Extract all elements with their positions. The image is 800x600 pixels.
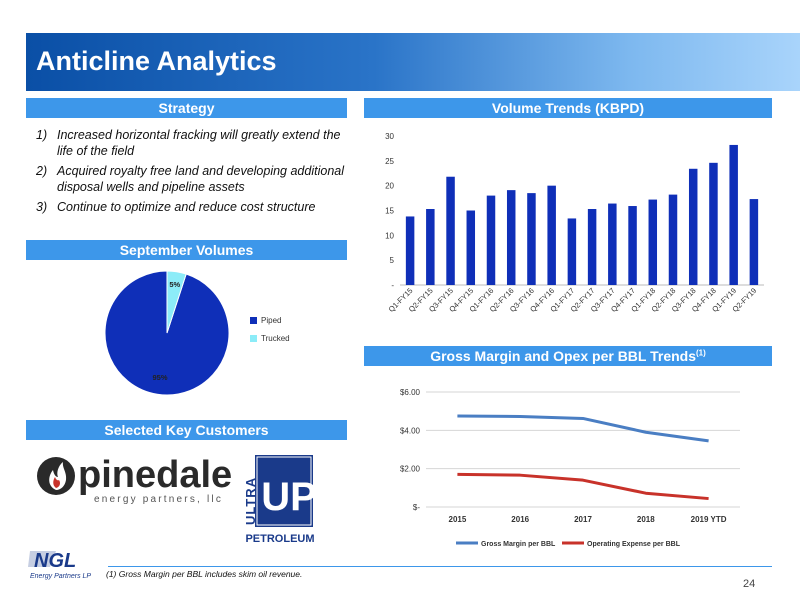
ultra-petroleum-text: PETROLEUM xyxy=(245,533,314,545)
legend-label: Gross Margin per BBL xyxy=(481,541,556,548)
y-tick-label: 15 xyxy=(385,207,394,216)
pie-data-label: 5% xyxy=(169,280,180,289)
page-title: Anticline Analytics xyxy=(36,46,277,76)
bar xyxy=(506,190,516,285)
ngl-tagline: Energy Partners LP xyxy=(30,573,91,580)
y-tick-label: - xyxy=(391,281,394,290)
ngl-mark: NGL xyxy=(34,550,76,572)
pinedale-tagline: energy partners, llc xyxy=(94,494,223,505)
x-tick-label: 2016 xyxy=(511,515,529,524)
bar xyxy=(567,218,577,285)
pinedale-wordmark: pinedale xyxy=(78,454,232,496)
strategy-item: 1) Increased horizontal fracking will gre… xyxy=(36,127,351,159)
strategy-item-number: 3) xyxy=(36,200,48,214)
y-tick-label: $- xyxy=(413,503,420,512)
strategy-header: Strategy xyxy=(26,98,347,118)
bar xyxy=(587,209,597,285)
strategy-item-text: Increased horizontal fracking will great… xyxy=(57,128,341,158)
page-number: 24 xyxy=(743,578,756,590)
strategy-item: 3) Continue to optimize and reduce cost s… xyxy=(36,199,351,215)
bar xyxy=(709,162,718,285)
legend-swatch xyxy=(250,317,257,324)
pinedale-logo: pinedale energy partners, llc xyxy=(37,454,232,505)
bar xyxy=(608,203,617,285)
y-tick-label: 5 xyxy=(390,256,395,265)
ultra-mark: UP xyxy=(261,475,315,519)
legend-label: Piped xyxy=(261,316,281,325)
y-tick-label: $4.00 xyxy=(400,426,421,435)
legend-label: Trucked xyxy=(261,334,290,343)
bar xyxy=(405,216,415,285)
y-tick-label: 10 xyxy=(385,231,394,240)
bar xyxy=(486,195,496,285)
strategy-item: 2) Acquired royalty free land and develop… xyxy=(36,163,351,195)
bar xyxy=(688,168,698,285)
series-line xyxy=(457,472,709,501)
y-tick-label: 30 xyxy=(385,132,394,141)
y-tick-label: $6.00 xyxy=(400,388,421,397)
strategy-item-text: Continue to optimize and reduce cost str… xyxy=(57,200,316,214)
volume-trends-chart: -51015202530Q1-FY15Q2-FY15Q3-FY15Q4-FY15… xyxy=(385,132,764,314)
x-tick-label: 2019 YTD xyxy=(691,515,727,524)
bar xyxy=(749,199,759,285)
bar xyxy=(628,206,637,285)
ultra-petroleum-logo: UP ULTRA PETROLEUM xyxy=(245,455,315,545)
x-tick-label: 2017 xyxy=(574,515,592,524)
bar xyxy=(729,144,738,285)
flame-icon xyxy=(37,457,75,495)
gross-margin-chart: $- $2.00 $4.00 $6.00 2015 2016 2017 2018 2019 YT… xyxy=(400,388,740,548)
gross-margin-header-text: Gross Margin and Opex per BBL Trends xyxy=(430,348,697,364)
strategy-list: 1) Increased horizontal fracking will gre… xyxy=(36,127,351,219)
bar xyxy=(527,193,536,285)
volume-trends-header: Volume Trends (KBPD) xyxy=(364,98,772,118)
strategy-item-text: Acquired royalty free land and developin… xyxy=(57,164,344,194)
strategy-item-number: 1) xyxy=(36,128,48,142)
pie-data-label: 95% xyxy=(153,373,168,382)
ngl-logo: NGL Energy Partners LP xyxy=(28,550,91,580)
x-tick-label: 2018 xyxy=(637,515,655,524)
gross-margin-header: Gross Margin and Opex per BBL Trends(1) xyxy=(364,346,772,366)
september-volumes-header: September Volumes xyxy=(26,240,347,260)
bar xyxy=(426,209,435,285)
key-customers-header: Selected Key Customers xyxy=(26,420,347,440)
legend-label: Operating Expense per BBL xyxy=(587,541,681,548)
footer-divider xyxy=(108,566,772,567)
series-line xyxy=(457,414,709,443)
bar xyxy=(466,210,476,285)
legend-swatch xyxy=(250,335,257,342)
footnote: (1) Gross Margin per BBL includes skim o… xyxy=(106,569,303,579)
strategy-item-number: 2) xyxy=(36,164,48,178)
x-tick-label: 2015 xyxy=(449,515,467,524)
pie-slice xyxy=(166,270,187,334)
y-tick-label: $2.00 xyxy=(400,465,421,474)
y-tick-label: 20 xyxy=(385,182,394,191)
bar xyxy=(668,194,678,285)
ultra-side-text: ULTRA xyxy=(245,477,258,525)
bar xyxy=(547,185,556,285)
bar xyxy=(648,199,658,285)
september-volumes-pie: 95% 5% Piped Trucked xyxy=(104,270,290,396)
gross-margin-footnote-ref: (1) xyxy=(696,348,706,358)
title-banner: Anticline Analytics xyxy=(26,33,800,91)
y-tick-label: 25 xyxy=(385,157,394,166)
bar xyxy=(446,176,455,285)
